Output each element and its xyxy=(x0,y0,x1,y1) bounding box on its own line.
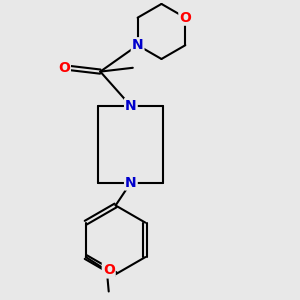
Text: N: N xyxy=(132,38,143,52)
Text: O: O xyxy=(103,263,115,278)
Text: O: O xyxy=(179,11,191,25)
Text: N: N xyxy=(125,99,137,113)
Text: N: N xyxy=(125,176,137,190)
Text: O: O xyxy=(58,61,70,75)
